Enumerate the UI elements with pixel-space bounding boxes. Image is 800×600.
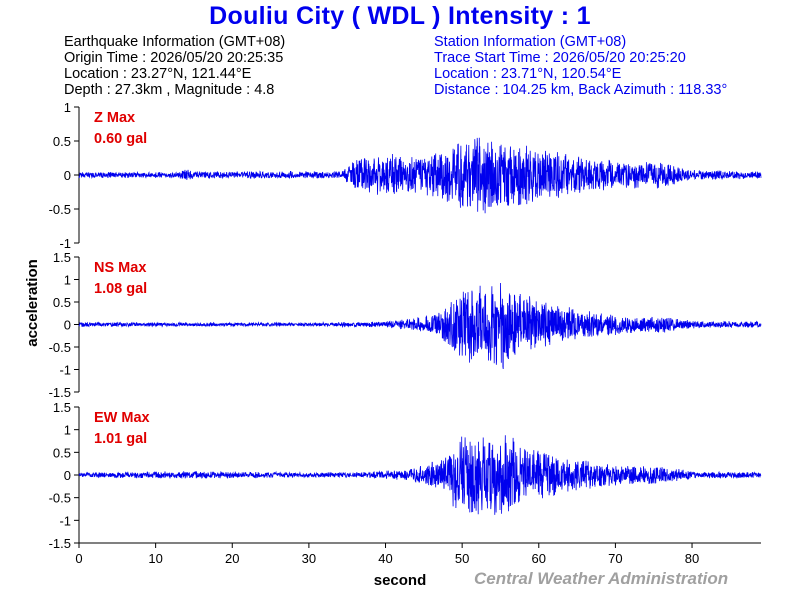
watermark: Central Weather Administration bbox=[474, 569, 729, 588]
trace-z bbox=[78, 137, 762, 214]
ytick-label-ns: 1 bbox=[64, 273, 71, 288]
ytick-label-ns: 0 bbox=[64, 318, 71, 333]
ytick-label-ew: 1.5 bbox=[53, 400, 71, 415]
earthquake-info-header: Earthquake Information (GMT+08) bbox=[64, 34, 286, 50]
ytick-label-ns: -0.5 bbox=[49, 340, 71, 355]
max-value-z: 0.60 gal bbox=[94, 131, 147, 147]
xtick-label: 80 bbox=[685, 551, 699, 566]
station-info: Station Information (GMT+08) Trace Start… bbox=[434, 34, 727, 98]
xtick-label: 60 bbox=[532, 551, 546, 566]
station-info-header: Station Information (GMT+08) bbox=[434, 34, 627, 50]
max-label-ns: NS Max bbox=[94, 260, 146, 276]
xtick-label: 50 bbox=[455, 551, 469, 566]
trace-start-time: Trace Start Time : 2026/05/20 20:25:20 bbox=[434, 50, 686, 66]
max-label-z: Z Max bbox=[94, 110, 135, 126]
ytick-label-ns: 0.5 bbox=[53, 295, 71, 310]
y-axis-label: acceleration bbox=[24, 259, 41, 347]
ytick-label-z: -0.5 bbox=[49, 202, 71, 217]
trace-ew bbox=[78, 435, 762, 515]
x-axis-label: second bbox=[374, 572, 427, 589]
trace-ns bbox=[78, 282, 762, 370]
ytick-label-ew: -1.5 bbox=[49, 536, 71, 551]
max-value-ew: 1.01 gal bbox=[94, 431, 147, 447]
station-location: Location : 23.71°N, 120.54°E bbox=[434, 66, 622, 82]
ytick-label-ns: -1.5 bbox=[49, 385, 71, 400]
xtick-label: 40 bbox=[378, 551, 392, 566]
depth-magnitude: Depth : 27.3km , Magnitude : 4.8 bbox=[64, 82, 275, 98]
ytick-label-z: 0.5 bbox=[53, 134, 71, 149]
ytick-label-ew: -1 bbox=[59, 513, 71, 528]
ytick-label-z: 0 bbox=[64, 168, 71, 183]
epicenter-location: Location : 23.27°N, 121.44°E bbox=[64, 66, 252, 82]
distance-azimuth: Distance : 104.25 km, Back Azimuth : 118… bbox=[434, 82, 728, 98]
ytick-label-z: -1 bbox=[59, 236, 71, 251]
max-value-ns: 1.08 gal bbox=[94, 281, 147, 297]
ytick-label-ew: 0 bbox=[64, 468, 71, 483]
ytick-label-ns: -1 bbox=[59, 363, 71, 378]
earthquake-info: Earthquake Information (GMT+08) Origin T… bbox=[64, 34, 285, 98]
max-label-ew: EW Max bbox=[94, 410, 150, 426]
xtick-label: 0 bbox=[75, 551, 82, 566]
ytick-label-z: 1 bbox=[64, 100, 71, 115]
xtick-label: 10 bbox=[148, 551, 162, 566]
ytick-label-ew: -0.5 bbox=[49, 491, 71, 506]
origin-time: Origin Time : 2026/05/20 20:25:35 bbox=[64, 50, 284, 66]
xtick-label: 70 bbox=[608, 551, 622, 566]
xtick-label: 20 bbox=[225, 551, 239, 566]
xtick-label: 30 bbox=[302, 551, 316, 566]
ytick-label-ew: 0.5 bbox=[53, 445, 71, 460]
page-title: Douliu City ( WDL ) Intensity : 1 bbox=[209, 2, 591, 30]
ytick-label-ns: 1.5 bbox=[53, 250, 71, 265]
ytick-label-ew: 1 bbox=[64, 423, 71, 438]
